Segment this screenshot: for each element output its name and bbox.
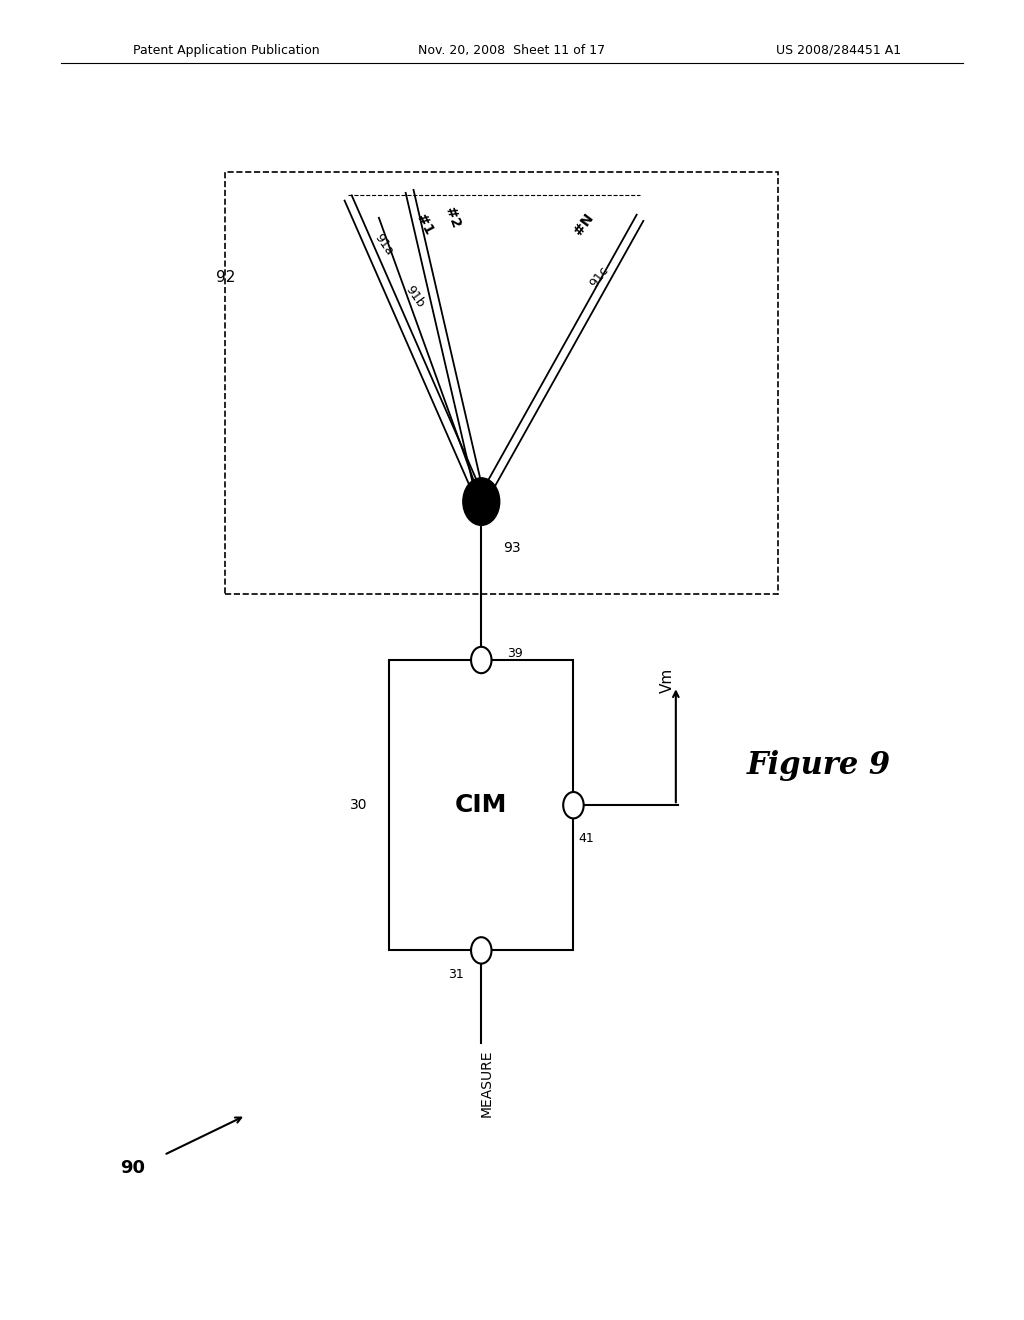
- Text: Nov. 20, 2008  Sheet 11 of 17: Nov. 20, 2008 Sheet 11 of 17: [419, 44, 605, 57]
- Text: #1: #1: [414, 211, 436, 238]
- Bar: [225, 172, 778, 594]
- Text: #N: #N: [571, 211, 596, 238]
- Circle shape: [471, 647, 492, 673]
- Text: MEASURE: MEASURE: [479, 1049, 494, 1117]
- Text: 41: 41: [579, 832, 594, 845]
- Text: 39: 39: [507, 647, 522, 660]
- Text: Vm: Vm: [660, 668, 675, 693]
- Circle shape: [471, 937, 492, 964]
- Text: 92: 92: [216, 269, 234, 285]
- Text: 31: 31: [447, 968, 464, 981]
- Text: 91c: 91c: [587, 264, 611, 290]
- Text: Patent Application Publication: Patent Application Publication: [133, 44, 319, 57]
- Text: CIM: CIM: [455, 793, 508, 817]
- Text: Figure 9: Figure 9: [748, 750, 891, 781]
- Text: 30: 30: [349, 799, 368, 812]
- Circle shape: [463, 478, 500, 525]
- Text: #2: #2: [442, 206, 463, 230]
- Text: 91a: 91a: [372, 231, 396, 257]
- Bar: [389, 660, 573, 950]
- Text: US 2008/284451 A1: US 2008/284451 A1: [776, 44, 901, 57]
- Circle shape: [563, 792, 584, 818]
- Text: 91b: 91b: [402, 284, 427, 310]
- Text: 93: 93: [503, 541, 521, 554]
- Text: 90: 90: [121, 1159, 145, 1177]
